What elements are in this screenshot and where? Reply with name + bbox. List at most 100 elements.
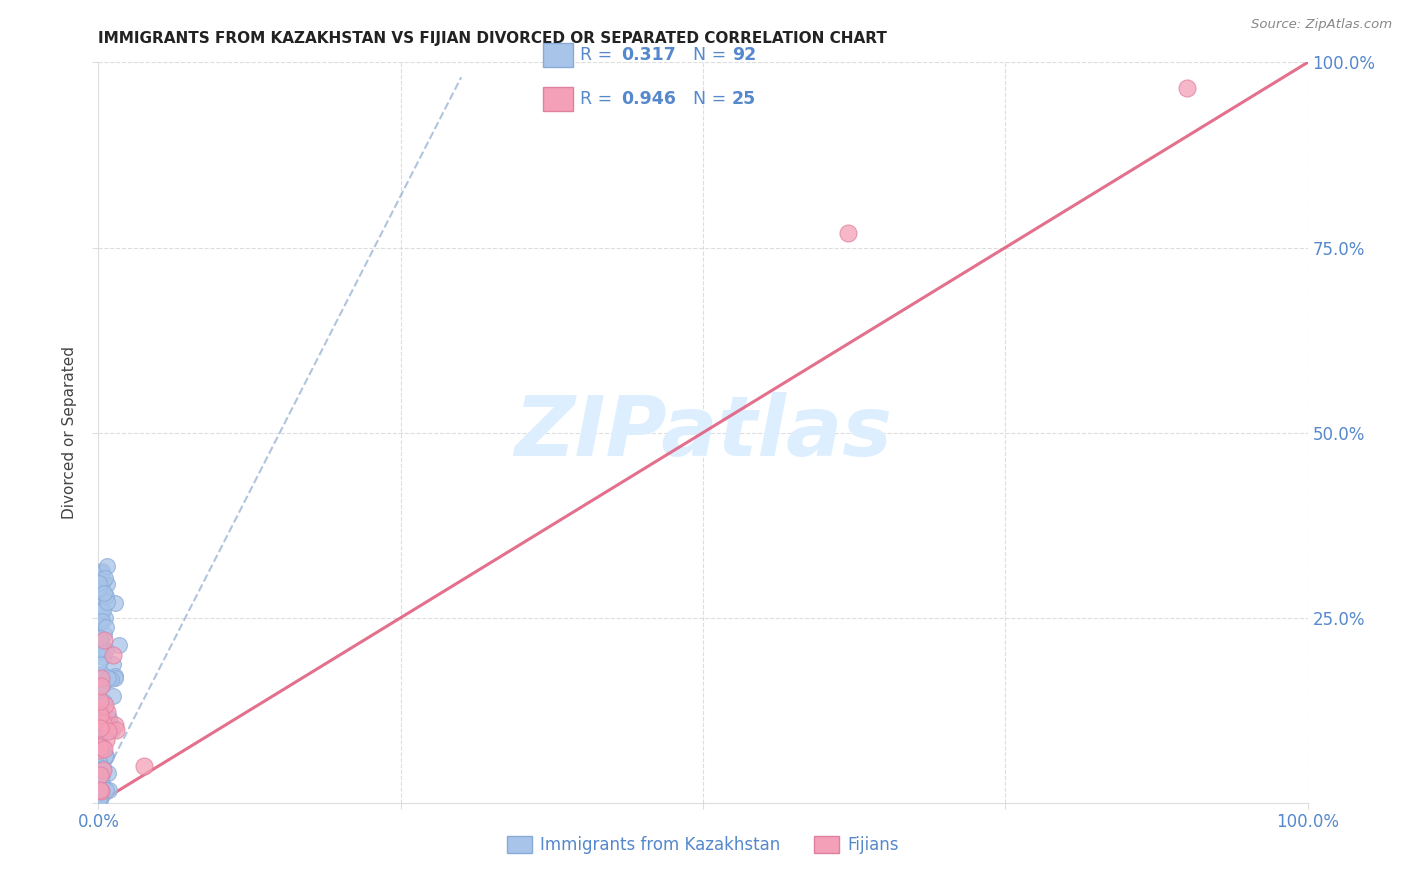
Point — [90, 671, 112, 685]
Point — [93, 741, 115, 756]
Point — [89, 722, 111, 736]
Point — [97, 724, 120, 739]
Point — [89, 739, 111, 753]
Point — [91, 566, 114, 581]
Point — [91, 649, 114, 664]
Point — [104, 669, 127, 683]
Point — [90, 714, 112, 729]
Point — [97, 766, 120, 780]
Point — [87, 721, 110, 735]
Point — [94, 722, 117, 736]
FancyBboxPatch shape — [543, 43, 572, 68]
Point — [90, 738, 112, 752]
Point — [104, 672, 127, 686]
Point — [98, 782, 121, 797]
Point — [93, 698, 115, 712]
Point — [89, 740, 111, 755]
Point — [90, 784, 112, 798]
Point — [87, 656, 110, 670]
Text: ZIPatlas: ZIPatlas — [515, 392, 891, 473]
Point — [87, 791, 110, 805]
Point — [89, 642, 111, 657]
Point — [87, 581, 110, 595]
Text: 0.317: 0.317 — [620, 46, 675, 64]
Point — [94, 610, 117, 624]
Point — [89, 736, 111, 750]
Point — [91, 564, 114, 578]
Text: N =: N = — [693, 46, 733, 64]
Point — [87, 741, 110, 756]
Point — [93, 632, 115, 647]
Text: R =: R = — [579, 46, 617, 64]
Point — [89, 769, 111, 783]
Point — [1175, 81, 1198, 95]
Point — [96, 705, 118, 719]
Point — [90, 634, 112, 648]
Point — [90, 742, 112, 756]
Y-axis label: Divorced or Separated: Divorced or Separated — [62, 346, 77, 519]
Point — [89, 739, 111, 754]
Point — [87, 789, 110, 804]
Point — [89, 694, 111, 708]
Point — [90, 768, 112, 782]
Point — [93, 571, 115, 585]
Point — [96, 558, 118, 573]
Point — [87, 755, 110, 769]
Point — [89, 756, 111, 771]
Point — [104, 717, 127, 731]
Point — [96, 595, 118, 609]
Point — [89, 698, 111, 713]
Point — [89, 707, 111, 722]
Text: 92: 92 — [731, 46, 756, 64]
Point — [90, 666, 112, 681]
Point — [94, 748, 117, 763]
Point — [91, 677, 114, 691]
Point — [91, 574, 114, 588]
Point — [93, 585, 115, 599]
FancyBboxPatch shape — [543, 87, 572, 112]
Point — [93, 717, 115, 731]
Point — [89, 768, 111, 782]
Point — [96, 577, 118, 591]
Point — [94, 783, 117, 797]
Point — [89, 583, 111, 598]
Point — [89, 632, 111, 646]
Point — [90, 615, 112, 629]
Point — [89, 672, 111, 686]
Point — [87, 583, 110, 598]
Point — [87, 774, 110, 789]
Point — [89, 616, 111, 631]
Point — [87, 576, 110, 591]
Point — [89, 709, 111, 723]
Point — [91, 716, 114, 731]
Point — [91, 603, 114, 617]
Point — [837, 226, 859, 240]
Point — [101, 657, 124, 672]
Point — [93, 642, 115, 657]
Point — [89, 636, 111, 650]
Point — [89, 679, 111, 693]
Legend: Immigrants from Kazakhstan, Fijians: Immigrants from Kazakhstan, Fijians — [501, 830, 905, 861]
Point — [101, 723, 124, 737]
Point — [89, 645, 111, 659]
Point — [89, 783, 111, 797]
Point — [94, 643, 117, 657]
Point — [96, 589, 118, 603]
Text: IMMIGRANTS FROM KAZAKHSTAN VS FIJIAN DIVORCED OR SEPARATED CORRELATION CHART: IMMIGRANTS FROM KAZAKHSTAN VS FIJIAN DIV… — [98, 31, 887, 46]
Point — [90, 726, 112, 740]
Point — [98, 711, 121, 725]
Point — [90, 679, 112, 693]
Text: N =: N = — [693, 90, 733, 108]
Point — [91, 761, 114, 775]
Point — [91, 740, 114, 755]
Point — [93, 763, 115, 777]
Text: 0.946: 0.946 — [620, 90, 675, 108]
Point — [87, 783, 110, 797]
Point — [90, 760, 112, 774]
Point — [89, 694, 111, 708]
Point — [104, 723, 127, 737]
Point — [93, 695, 115, 709]
Point — [96, 620, 118, 634]
Point — [87, 708, 110, 723]
Point — [94, 733, 117, 747]
